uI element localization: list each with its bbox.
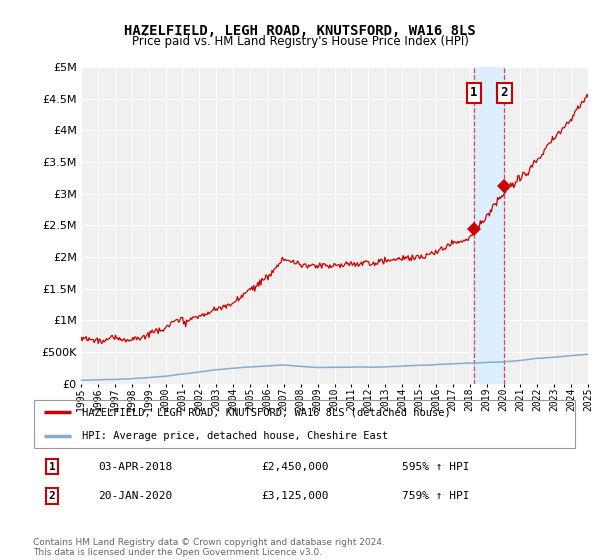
Bar — [474, 67, 505, 384]
Text: HAZELFIELD, LEGH ROAD, KNUTSFORD, WA16 8LS (detached house): HAZELFIELD, LEGH ROAD, KNUTSFORD, WA16 8… — [82, 407, 451, 417]
Text: 1: 1 — [470, 86, 478, 99]
Text: 1: 1 — [49, 461, 55, 472]
Text: 759% ↑ HPI: 759% ↑ HPI — [402, 491, 470, 501]
Text: 20-JAN-2020: 20-JAN-2020 — [98, 491, 172, 501]
Text: 2: 2 — [49, 491, 55, 501]
Text: Contains HM Land Registry data © Crown copyright and database right 2024.
This d: Contains HM Land Registry data © Crown c… — [33, 538, 385, 557]
Text: 03-APR-2018: 03-APR-2018 — [98, 461, 172, 472]
Text: £3,125,000: £3,125,000 — [261, 491, 329, 501]
Text: 2: 2 — [500, 86, 508, 99]
Text: 595% ↑ HPI: 595% ↑ HPI — [402, 461, 470, 472]
Text: HAZELFIELD, LEGH ROAD, KNUTSFORD, WA16 8LS: HAZELFIELD, LEGH ROAD, KNUTSFORD, WA16 8… — [124, 24, 476, 38]
Text: Price paid vs. HM Land Registry's House Price Index (HPI): Price paid vs. HM Land Registry's House … — [131, 35, 469, 48]
Text: £2,450,000: £2,450,000 — [261, 461, 329, 472]
Text: HPI: Average price, detached house, Cheshire East: HPI: Average price, detached house, Ches… — [82, 431, 388, 441]
